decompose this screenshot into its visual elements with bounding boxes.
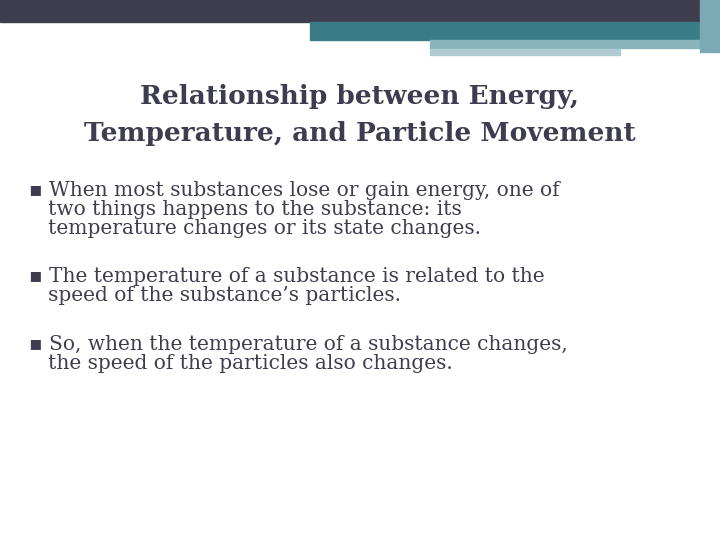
Bar bbox=[310, 22, 720, 40]
Text: ▪ When most substances lose or gain energy, one of: ▪ When most substances lose or gain ener… bbox=[29, 181, 559, 200]
Bar bbox=[430, 49, 620, 55]
Text: Temperature, and Particle Movement: Temperature, and Particle Movement bbox=[84, 122, 636, 146]
Text: speed of the substance’s particles.: speed of the substance’s particles. bbox=[29, 286, 401, 305]
Text: Relationship between Energy,: Relationship between Energy, bbox=[140, 84, 580, 109]
Text: two things happens to the substance: its: two things happens to the substance: its bbox=[29, 200, 462, 219]
Text: temperature changes or its state changes.: temperature changes or its state changes… bbox=[29, 219, 481, 238]
Bar bbox=[430, 40, 700, 48]
Text: ▪ So, when the temperature of a substance changes,: ▪ So, when the temperature of a substanc… bbox=[29, 335, 567, 354]
Bar bbox=[700, 0, 720, 52]
Text: ▪ The temperature of a substance is related to the: ▪ The temperature of a substance is rela… bbox=[29, 267, 544, 286]
Text: the speed of the particles also changes.: the speed of the particles also changes. bbox=[29, 354, 453, 373]
Bar bbox=[0, 0, 720, 22]
